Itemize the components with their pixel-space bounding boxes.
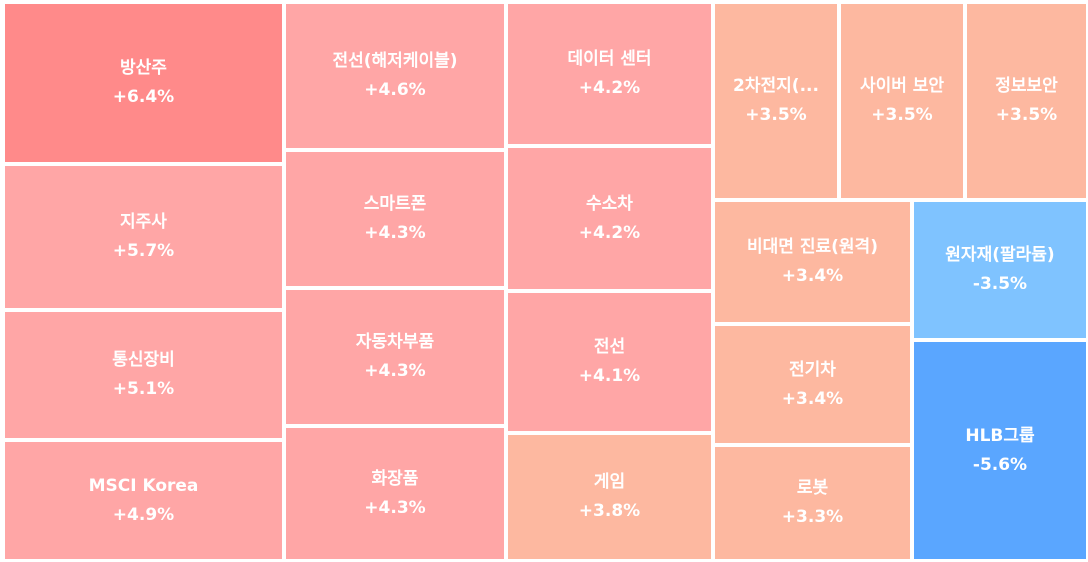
tile-value: +4.2% — [578, 78, 641, 98]
treemap-tile[interactable]: 방산주 +6.4% — [3, 2, 284, 164]
tile-value: +5.1% — [112, 379, 175, 399]
treemap-tile[interactable]: 데이터 센터 +4.2% — [506, 2, 713, 146]
tile-label: 로봇 — [796, 478, 829, 498]
tile-value: +3.8% — [578, 501, 641, 521]
treemap-tile[interactable]: 스마트폰 +4.3% — [284, 150, 506, 288]
tile-label: 자동차부품 — [355, 332, 435, 352]
treemap-tile[interactable]: 자동차부품 +4.3% — [284, 288, 506, 426]
treemap-tile[interactable]: 2차전지(... +3.5% — [713, 2, 839, 200]
tile-value: -3.5% — [972, 274, 1028, 294]
tile-label: 게임 — [593, 472, 626, 492]
tile-label: 전선(해저케이블) — [332, 51, 458, 71]
tile-label: HLB그룹 — [965, 425, 1035, 446]
tile-value: +3.4% — [781, 388, 844, 409]
treemap-tile[interactable]: HLB그룹 -5.6% — [912, 340, 1088, 561]
tile-label: MSCI Korea — [88, 475, 199, 496]
treemap-tile[interactable]: 지주사 +5.7% — [3, 164, 284, 310]
treemap-tile[interactable]: 정보보안 +3.5% — [965, 2, 1088, 200]
treemap-tile[interactable]: 전기차 +3.4% — [713, 324, 912, 445]
tile-value: +3.3% — [781, 507, 844, 527]
tile-label: 스마트폰 — [363, 194, 427, 214]
tile-value: +4.3% — [364, 361, 426, 381]
tile-label: 2차전지(... — [733, 76, 819, 96]
tile-value: +3.5% — [995, 105, 1058, 125]
treemap-tile[interactable]: 비대면 진료(원격) +3.4% — [713, 200, 912, 324]
tile-value: +4.3% — [364, 223, 426, 243]
tile-label: 전선 — [593, 337, 626, 357]
tile-label: 통신장비 — [112, 350, 175, 370]
treemap-tile[interactable]: 전선 +4.1% — [506, 291, 713, 433]
treemap-tile[interactable]: MSCI Korea +4.9% — [3, 440, 284, 561]
tile-label: 지주사 — [120, 212, 167, 232]
treemap-tile[interactable]: 전선(해저케이블) +4.6% — [284, 2, 506, 150]
treemap-tile[interactable]: 원자재(팔라듐) -3.5% — [912, 200, 1088, 340]
tile-value: +4.6% — [364, 80, 426, 100]
tile-label: 전기차 — [789, 359, 836, 380]
tile-label: 비대면 진료(원격) — [747, 237, 878, 257]
treemap-tile[interactable]: 통신장비 +5.1% — [3, 310, 284, 440]
tile-label: 사이버 보안 — [859, 76, 945, 96]
tile-value: +4.3% — [364, 497, 426, 518]
tile-value: +4.9% — [112, 504, 175, 525]
tile-value: +3.5% — [871, 105, 933, 125]
treemap-tile[interactable]: 화장품 +4.3% — [284, 426, 506, 561]
tile-label: 수소차 — [586, 193, 633, 214]
treemap-tile[interactable]: 사이버 보안 +3.5% — [839, 2, 965, 200]
tile-label: 방산주 — [120, 58, 167, 78]
tile-label: 원자재(팔라듐) — [945, 245, 1055, 265]
tile-value: +5.7% — [112, 241, 175, 261]
treemap-tile[interactable]: 로봇 +3.3% — [713, 445, 912, 561]
tile-label: 화장품 — [371, 468, 419, 489]
tile-value: +3.4% — [781, 266, 844, 286]
tile-value: +3.5% — [745, 105, 807, 125]
tile-value: -5.6% — [972, 454, 1028, 475]
tile-value: +4.2% — [578, 222, 641, 243]
treemap-tile[interactable]: 수소차 +4.2% — [506, 146, 713, 291]
treemap-tile[interactable]: 게임 +3.8% — [506, 433, 713, 561]
tile-label: 데이터 센터 — [567, 49, 652, 69]
tile-value: +6.4% — [112, 87, 175, 107]
tile-label: 정보보안 — [995, 76, 1058, 96]
tile-value: +4.1% — [578, 366, 641, 386]
